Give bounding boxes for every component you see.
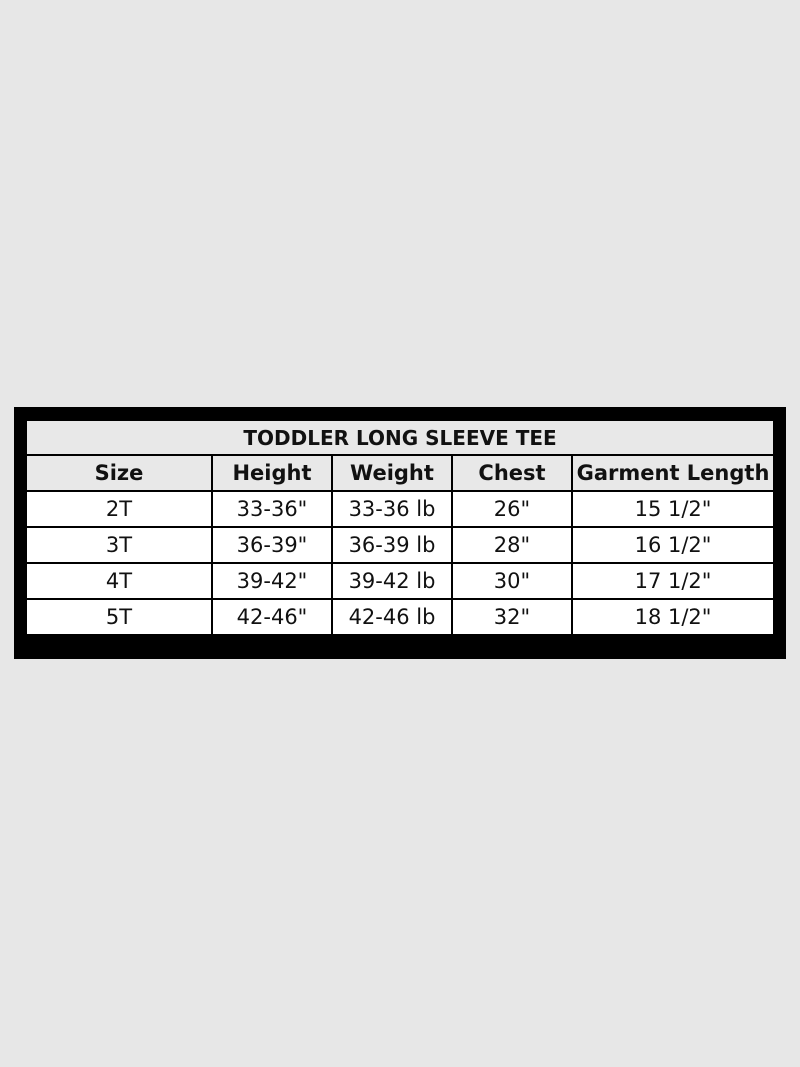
table-cell: 33-36 lb [331,490,453,528]
column-header: Size [27,454,213,492]
table-title: TODDLER LONG SLEEVE TEE [27,421,774,456]
table-cell: 2T [27,490,213,528]
table-cell: 36-39 lb [331,526,453,564]
table-cell: 18 1/2" [570,598,774,634]
table-cell: 39-42 lb [331,562,453,600]
table-cell: 17 1/2" [570,562,774,600]
table-cell: 42-46" [211,598,333,634]
table-cell: 30" [451,562,573,600]
table-row: 2T 33-36" 33-36 lb 26" 15 1/2" [27,490,774,528]
table-cell: 5T [27,598,213,634]
table-cell: 32" [451,598,573,634]
table-cell: 26" [451,490,573,528]
column-header: Chest [451,454,573,492]
table-row: 3T 36-39" 36-39 lb 28" 16 1/2" [27,526,774,564]
column-header: Weight [331,454,453,492]
table-cell: 36-39" [211,526,333,564]
table-cell: 28" [451,526,573,564]
size-chart-frame: TODDLER LONG SLEEVE TEE Size Height Weight… [14,407,786,659]
table-cell: 15 1/2" [570,490,774,528]
column-header: Garment Length [570,454,774,492]
table-cell: 42-46 lb [331,598,453,634]
table-cell: 16 1/2" [570,526,774,564]
column-header: Height [211,454,333,492]
table-row: 5T 42-46" 42-46 lb 32" 18 1/2" [27,598,774,634]
table-cell: 39-42" [211,562,333,600]
table-cell: 3T [27,526,213,564]
table-cell: 4T [27,562,213,600]
table-row: 4T 39-42" 39-42 lb 30" 17 1/2" [27,562,774,600]
size-chart-table: TODDLER LONG SLEEVE TEE Size Height Weight… [27,421,774,634]
table-cell: 33-36" [211,490,333,528]
